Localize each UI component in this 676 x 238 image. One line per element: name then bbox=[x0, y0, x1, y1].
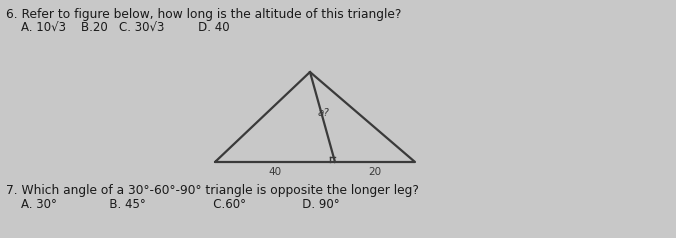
Text: 40: 40 bbox=[268, 167, 282, 177]
Text: A. 10√3    B.20   C. 30√3         D. 40: A. 10√3 B.20 C. 30√3 D. 40 bbox=[6, 22, 230, 35]
Text: 7. Which angle of a 30°-60°-90° triangle is opposite the longer leg?: 7. Which angle of a 30°-60°-90° triangle… bbox=[6, 184, 419, 197]
Text: 20: 20 bbox=[368, 167, 381, 177]
Text: a?: a? bbox=[317, 108, 329, 118]
Text: 6. Refer to figure below, how long is the altitude of this triangle?: 6. Refer to figure below, how long is th… bbox=[6, 8, 402, 21]
Text: A. 30°              B. 45°                  C.60°               D. 90°: A. 30° B. 45° C.60° D. 90° bbox=[6, 198, 339, 211]
